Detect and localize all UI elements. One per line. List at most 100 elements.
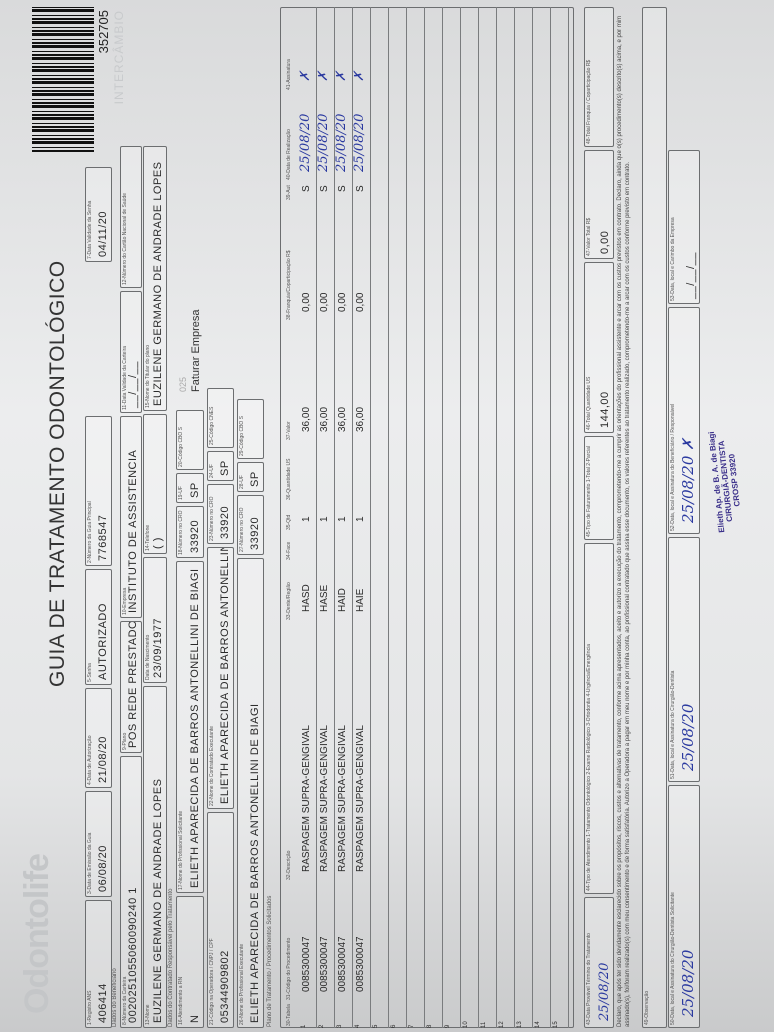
cell-qty[interactable]: 1 [319,516,330,522]
field-n-mero-da-guia-principal[interactable]: 2-Número da Guia Principal 7768547 [85,416,112,566]
field-n-mero-no-cro[interactable]: 27-Número no CRO 33920 [237,495,264,555]
field-value: AUTORIZADO [97,603,109,680]
cell-tooth[interactable]: HAID [337,588,348,612]
cell-qty[interactable]: 1 [337,516,348,522]
footer-label: 44-Tipo de Atendimento 1-Tratamento Odon… [586,644,592,891]
field-c-digo-na-operadora-cnpj-cpf[interactable]: 21-Código na Operadora / CNPJ / CPF 05344… [207,812,234,1028]
field-atendimento-a-rn[interactable]: 16-Atendimento a RN N [176,896,204,1028]
field-value: ELIETH APARECIDA DE BARROS ANTONELLINI D… [219,547,231,804]
cell-franchise[interactable]: 0,00 [355,292,366,312]
field-label: 1-Registro ANS [87,990,93,1025]
cell-desc[interactable]: RASPAGEM SUPRA-GENGIVAL [319,725,330,872]
cell-date[interactable]: 25/08/20 [298,113,313,172]
field-data-de-autoriza-o[interactable]: 4-Data de Autorização 21/08/20 [85,688,112,788]
observation-field[interactable]: 49-Observação [642,7,667,1028]
footer-field[interactable]: 46-Total Quantidade US 144,00 [584,262,614,433]
observation-label: 49-Observação [644,990,650,1025]
cell-franchise[interactable]: 0,00 [319,292,330,312]
cell-date[interactable]: 25/08/20 [352,113,367,172]
footer-label: 46-Total Quantidade US [586,376,592,430]
field-plano[interactable]: 9-Plano POS REDE PRESTADORA [120,621,142,753]
field-uf[interactable]: 24-UF SP [207,451,234,481]
cell-qty[interactable]: 1 [355,516,366,522]
barcode [32,7,94,152]
cell-code[interactable]: 0085300047 [337,936,348,992]
cell-aut[interactable]: S [337,185,348,192]
cell-value[interactable]: 36,00 [319,406,330,432]
field-c-digo-cbo-s[interactable]: 20-Código CBO S [176,410,204,470]
signature-field[interactable]: 52-Data, local e Assinatura do Beneficiá… [668,307,700,534]
row-number: 14 [535,1021,541,1028]
cell-franchise[interactable]: 0,00 [337,292,348,312]
cell-code[interactable]: 0085300047 [319,936,330,992]
cell-sign[interactable]: ✗ [334,71,349,82]
cell-qty[interactable]: 1 [301,516,312,522]
field-data-validade-da-senha[interactable]: 7-Data Validade da Senha 04/11/20 [85,167,112,262]
footer-field[interactable]: 44-Tipo de Atendimento 1-Tratamento Odon… [584,543,614,894]
table-row: 3 0085300047 RASPAGEM SUPRA-GENGIVAL HAID 1 3… [334,7,353,1028]
cell-sign[interactable]: ✗ [316,71,331,82]
signature-value: 25/08/20 [679,949,697,1017]
table-row: 11 [478,7,497,1028]
cell-tooth[interactable]: HASD [301,584,312,612]
footer-field[interactable]: 47-Valor Total R$ 0,00 [584,150,614,259]
field-nome-do-titular-do-plano[interactable]: 15-Nome do Titular do plano EUZILENE GERM… [143,146,167,411]
field-uf[interactable]: 19-UF SP [176,473,204,503]
signature-field[interactable]: 53-Data, local e Carimbo da Empresa __/__… [668,150,700,304]
column-header: 30-Tabela [286,1004,292,1026]
cell-date[interactable]: 25/08/20 [316,113,331,172]
footer-field[interactable]: 48-Total Franquia / Coparticipação R$ [584,7,614,147]
cell-sign[interactable]: ✗ [298,71,313,82]
field-empresa[interactable]: 10-Empresa INSTITUTO DE ASSISTENCIA [120,416,142,618]
cell-sign[interactable]: ✗ [352,71,367,82]
field-c-digo-cbo-s[interactable]: 29-Código CBO S [237,399,264,459]
signature-field[interactable]: 50-Data, local e Assinatura do Cirurgião… [668,785,700,1028]
row-number: 1 [301,1024,307,1028]
field-data-de-emiss-o-da-guia[interactable]: 3-Data de Emissão da Guia 06/08/20 [85,791,112,897]
signature-label: 51-Data, local e Assinatura do Cirurgião… [670,670,676,779]
field-data-validade-da-carteira[interactable]: 11-Data Validade da Carteira __/__/__ [120,291,142,413]
field-senha[interactable]: 5-Senha AUTORIZADO [85,569,112,685]
cell-aut[interactable]: S [319,185,330,192]
field-nome-do-contratado-executante[interactable]: 22-Nome do Contratado Executante ELIETH A… [207,547,234,809]
cell-value[interactable]: 36,00 [301,406,312,432]
cell-tooth[interactable]: HASE [319,584,330,612]
cell-value[interactable]: 36,00 [355,406,366,432]
field-nome-do-profissional-solicitante[interactable]: 17-Nome do Profissional Solicitante ELIET… [176,561,204,893]
table-row: 9 [442,7,461,1028]
cell-code[interactable]: 0085300047 [355,936,366,992]
cell-aut[interactable]: S [355,185,366,192]
cell-franchise[interactable]: 0,00 [301,292,312,312]
field-n-mero-no-cro[interactable]: 18-Número no CRO 33920 [176,506,204,558]
page-title: GUIA DE TRATAMENTO ODONTOLÓGICO [46,260,69,687]
signature-field[interactable]: 51-Data, local e Assinatura do Cirurgião… [668,537,700,782]
field-nome-do-profissional-executante[interactable]: 26-Nome do Profissional Executante ELIETH… [237,558,264,1028]
field-n-mero-da-carteira[interactable]: 8-Número da Carteira 0020251055060090240 … [120,756,142,1028]
field-n-mero-no-cro[interactable]: 23-Número no CRO 33920 [207,484,234,544]
cell-tooth[interactable]: HAIE [355,588,366,612]
field-x[interactable]: Data de Nascimento 23/09/1977 [143,557,167,683]
field-registro-ans[interactable]: 1-Registro ANS 406414 [85,900,112,1028]
footer-label: 45-Tipo de Faturamento 1-Total 2-Parcial [586,446,592,537]
cell-desc[interactable]: RASPAGEM SUPRA-GENGIVAL [301,725,312,872]
field-uf[interactable]: 28-UF SP [237,462,264,492]
column-header: 38-Franquia/Coparticipação R$ [286,250,292,320]
cell-desc[interactable]: RASPAGEM SUPRA-GENGIVAL [337,725,348,872]
field-label: 13-Nome [145,1004,151,1025]
cell-value[interactable]: 36,00 [337,406,348,432]
field-value: EUZILENE GERMANO DE ANDRADE LOPES [152,778,164,1024]
field-telefone[interactable]: 14-Telefone( ) [143,414,167,554]
table-row: 2 0085300047 RASPAGEM SUPRA-GENGIVAL HASE 1 3… [316,7,335,1028]
cell-desc[interactable]: RASPAGEM SUPRA-GENGIVAL [355,725,366,872]
field-n-mero-do-cart-o-nacional-de-sa-de[interactable]: 12-Número do Cartão Nacional de Saúde [120,146,142,288]
footer-field[interactable]: 45-Tipo de Faturamento 1-Total 2-Parcial [584,436,614,540]
cell-aut[interactable]: S [301,185,312,192]
field-label: 5-Senha [87,663,93,682]
footer-field[interactable]: 43-Data Provável Término do Tratamento 25… [584,897,614,1028]
field-nome[interactable]: 13-Nome EUZILENE GERMANO DE ANDRADE LOPES [143,686,167,1028]
footer-value: 144,00 [599,391,611,428]
field-c-digo-cnes[interactable]: 25-Código CNES [207,388,234,448]
cell-date[interactable]: 25/08/20 [334,113,349,172]
table-row: 7 [406,7,425,1028]
cell-code[interactable]: 0085300047 [301,936,312,992]
